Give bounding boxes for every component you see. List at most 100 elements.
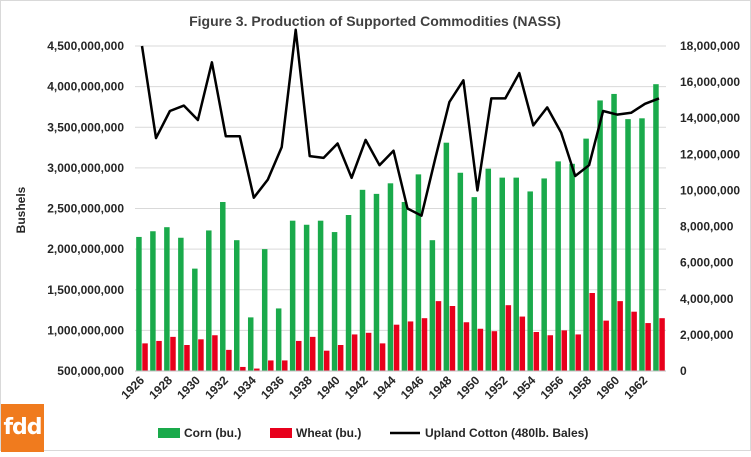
wheat-bar <box>240 366 246 371</box>
legend-swatch-wheat <box>270 428 292 438</box>
y-tick-label-right: 10,000,000 <box>680 183 740 197</box>
corn-bar <box>150 231 156 371</box>
legend-label-wheat: Wheat (bu.) <box>296 426 361 440</box>
corn-bar <box>220 202 226 371</box>
wheat-bar <box>519 316 526 371</box>
corn-bar <box>471 197 478 371</box>
x-tick-label: 1958 <box>565 373 594 402</box>
y-tick-label-right: 18,000,000 <box>680 39 740 53</box>
corn-bar <box>247 317 254 371</box>
wheat-bar <box>589 293 595 371</box>
corn-bar <box>275 308 282 371</box>
x-tick-label: 1930 <box>174 373 203 402</box>
corn-bar <box>136 236 142 371</box>
corn-bar <box>373 193 380 371</box>
wheat-bar <box>505 305 512 371</box>
wheat-bar <box>449 306 456 371</box>
x-tick-label: 1960 <box>593 373 622 402</box>
wheat-bar <box>282 360 288 371</box>
y-tick-label-left: 1,500,000,000 <box>47 283 124 297</box>
x-tick-label: 1940 <box>314 373 343 402</box>
x-axis: 1926 1928 1930 1932 1934 1936 1938 1940 1942 1944… <box>118 370 666 402</box>
corn-bar <box>234 240 240 371</box>
wheat-bar <box>323 350 330 371</box>
wheat-bar <box>212 335 218 371</box>
y-tick-label-right: 2,000,000 <box>680 328 734 342</box>
corn-bar <box>192 268 198 371</box>
y-tick-label-left: 2,500,000,000 <box>47 202 124 216</box>
wheat-bar <box>337 345 344 371</box>
wheat-bar <box>421 318 428 371</box>
corn-bar <box>415 174 422 371</box>
x-tick-label: 1956 <box>538 373 567 402</box>
wheat-bar <box>226 349 232 371</box>
corn-bar <box>317 220 324 371</box>
corn-bar <box>387 183 394 371</box>
x-tick-label: 1950 <box>454 373 483 402</box>
wheat-bar <box>407 321 414 371</box>
corn-bar <box>583 138 589 371</box>
x-tick-label: 1948 <box>426 373 455 402</box>
y-axis-title: Bushels <box>14 186 28 233</box>
corn-bar <box>345 215 352 371</box>
corn-bar <box>653 84 659 371</box>
corn-bar <box>513 177 519 371</box>
corn-bar <box>359 189 366 371</box>
wheat-bar <box>254 368 260 371</box>
corn-bar <box>639 118 645 371</box>
x-tick-label: 1946 <box>398 373 427 402</box>
x-tick-label: 1934 <box>230 373 259 402</box>
corn-bar <box>457 172 464 371</box>
corn-bar <box>541 178 547 371</box>
wheat-bar <box>379 343 386 371</box>
x-tick-label: 1962 <box>621 373 650 402</box>
y-axis-right: 0 2,000,000 4,000,000 6,000,000 8,000,000 10,… <box>680 39 740 378</box>
y-tick-label-right: 0 <box>680 364 687 378</box>
wheat-bar <box>268 360 274 371</box>
y-tick-label-left: 3,000,000,000 <box>47 161 124 175</box>
y-axis-left: 500,000,000 1,000,000,000 1,500,000,000 2,0… <box>47 39 124 378</box>
wheat-bar <box>575 334 581 371</box>
y-tick-label-left: 1,000,000,000 <box>47 323 124 337</box>
legend: Corn (bu.) Wheat (bu.) Upland Cotton (480l… <box>158 426 588 440</box>
wheat-bar <box>463 322 470 371</box>
y-tick-label-right: 12,000,000 <box>680 147 740 161</box>
corn-bar <box>555 161 561 371</box>
wheat-bar <box>547 335 554 371</box>
corn-bar <box>331 232 338 371</box>
wheat-bar <box>365 332 372 371</box>
chart-title: Figure 3. Production of Supported Commod… <box>189 13 561 29</box>
wheat-bar <box>659 318 665 371</box>
wheat-bar <box>533 332 540 371</box>
corn-bar <box>164 227 170 371</box>
y-tick-label-right: 16,000,000 <box>680 75 740 89</box>
legend-swatch-corn <box>158 428 180 438</box>
x-tick-label: 1928 <box>146 373 175 402</box>
y-tick-label-right: 4,000,000 <box>680 292 734 306</box>
wheat-bar <box>491 331 498 371</box>
x-tick-label: 1938 <box>286 373 315 402</box>
x-tick-label: 1936 <box>258 373 287 402</box>
corn-bar <box>178 237 184 371</box>
x-tick-label: 1932 <box>202 373 231 402</box>
corn-bar <box>261 249 268 371</box>
wheat-bar <box>393 324 400 371</box>
wheat-bar <box>617 301 623 371</box>
y-tick-label-left: 4,500,000,000 <box>47 39 124 53</box>
corn-bar <box>625 119 631 371</box>
wheat-bar <box>184 345 190 371</box>
x-tick-label: 1952 <box>482 373 511 402</box>
wheat-bar <box>435 301 442 371</box>
y-tick-label-right: 6,000,000 <box>680 256 734 270</box>
x-tick-label: 1942 <box>342 373 371 402</box>
corn-bar <box>401 202 408 371</box>
legend-label-cotton: Upland Cotton (480lb. Bales) <box>425 426 588 440</box>
x-tick-label: 1954 <box>510 373 539 402</box>
corn-bar <box>499 177 506 371</box>
corn-bar <box>289 220 296 371</box>
corn-bar <box>527 191 533 371</box>
wheat-bar <box>309 336 316 371</box>
y-tick-label-left: 2,000,000,000 <box>47 242 124 256</box>
corn-bar <box>597 100 603 371</box>
